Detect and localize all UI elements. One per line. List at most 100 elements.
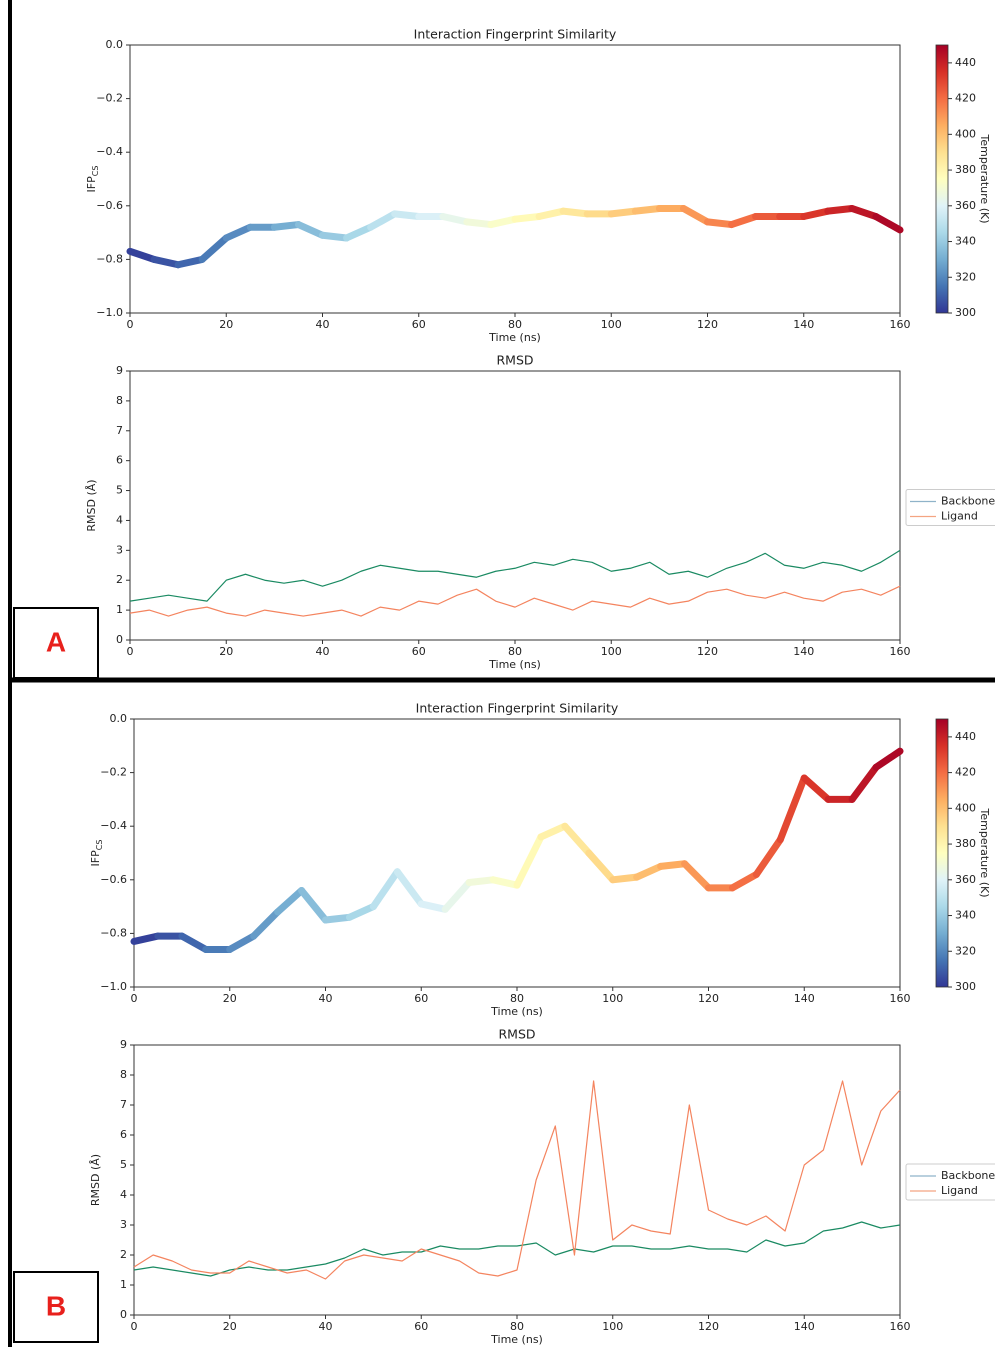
ifp-segment: [872, 213, 904, 234]
x-tick-label: 100: [601, 318, 622, 331]
colorbar-tick-label: 380: [955, 163, 976, 176]
ifp-segment: [198, 234, 230, 263]
y-tick-label: −0.4: [100, 819, 127, 832]
x-tick-label: 80: [508, 645, 522, 658]
x-tick-label: 120: [698, 1320, 719, 1333]
plot-frame: [133, 718, 901, 988]
ifp-segment: [633, 862, 665, 881]
ifp-segment: [679, 204, 711, 226]
ifp-segment: [800, 207, 832, 221]
x-axis-label: Time (ns): [488, 331, 541, 344]
x-tick-label: 40: [319, 992, 333, 1005]
y-axis-label: RMSD (Å): [89, 1154, 102, 1206]
ifp-segment: [752, 836, 784, 878]
x-tick-label: 40: [316, 318, 330, 331]
y-tick-label: −0.4: [96, 145, 123, 158]
ifp-segment: [439, 213, 471, 226]
ifp-segment: [489, 876, 521, 889]
y-tick-label: −0.6: [96, 199, 123, 212]
colorbar-tick-label: 340: [955, 235, 976, 248]
x-tick-label: 100: [602, 1320, 623, 1333]
y-tick-label: 2: [116, 573, 123, 586]
chart-title: Interaction Fingerprint Similarity: [416, 701, 619, 716]
x-tick-label: 140: [794, 1320, 815, 1333]
y-tick-label: 7: [120, 1098, 127, 1111]
ifp-segment: [681, 860, 712, 892]
ifp-segment: [537, 822, 569, 841]
y-tick-label: 1: [116, 603, 123, 616]
x-tick-label: 160: [890, 1320, 911, 1333]
x-axis-label: Time (ns): [488, 658, 541, 671]
colorbar-tick-label: 320: [955, 270, 976, 283]
ifp-segment: [250, 908, 282, 940]
panel-label-box: [13, 1271, 99, 1343]
panel-label: A: [46, 626, 66, 657]
ifp-segment: [417, 900, 449, 913]
y-tick-label: 8: [116, 394, 123, 407]
ifp-segment: [872, 747, 904, 771]
y-axis-label: RMSD (Å): [85, 479, 98, 531]
colorbar-tick-label: 360: [955, 199, 976, 212]
ifp-segment: [391, 210, 423, 221]
y-tick-label: −0.8: [100, 926, 127, 939]
ifp-segment: [631, 204, 663, 215]
x-tick-label: 100: [602, 992, 623, 1005]
y-tick-label: −0.2: [96, 92, 123, 105]
ifp-segment: [585, 849, 617, 884]
x-tick-label: 80: [510, 992, 524, 1005]
x-tick-label: 60: [412, 318, 426, 331]
ifp-segment: [298, 887, 329, 924]
ifp-segment: [728, 213, 760, 229]
rmsd-line: [129, 549, 901, 602]
y-tick-label: 4: [120, 1188, 127, 1201]
y-axis-label: IFPCS: [89, 840, 104, 867]
x-axis-label: Time (ns): [490, 1005, 543, 1018]
y-tick-label: 6: [116, 454, 123, 467]
y-axis-label-main: RMSD (Å): [89, 1154, 102, 1206]
x-tick-label: 40: [316, 645, 330, 658]
y-tick-label: 6: [120, 1128, 127, 1141]
ifp-segment: [174, 255, 206, 269]
ifp-segment: [222, 223, 254, 242]
ifp-segment: [559, 207, 591, 218]
ifp-segment: [178, 932, 210, 953]
ifp-segment: [345, 903, 377, 921]
y-tick-label: 0.0: [110, 712, 128, 725]
legend-label: Backbone: [941, 1169, 995, 1182]
x-tick-label: 100: [601, 645, 622, 658]
y-tick-label: 4: [116, 513, 123, 526]
colorbar-tick-label: 440: [955, 56, 976, 69]
colorbar: [935, 718, 949, 988]
panel-label: B: [46, 1290, 66, 1321]
y-tick-label: −0.2: [100, 766, 127, 779]
y-tick-label: 5: [116, 484, 123, 497]
rmsd-line: [133, 1221, 901, 1277]
x-tick-label: 80: [510, 1320, 524, 1333]
ifp-segment: [130, 932, 162, 945]
x-axis-label: Time (ns): [490, 1333, 543, 1346]
plot-frame: [129, 44, 901, 314]
y-tick-label: 2: [120, 1248, 127, 1261]
colorbar-tick-label: 420: [955, 766, 976, 779]
legend-label: Ligand: [941, 510, 978, 523]
colorbar-tick-label: 400: [955, 801, 976, 814]
x-tick-label: 80: [508, 318, 522, 331]
ifp-segment: [150, 255, 182, 269]
colorbar-tick-label: 400: [955, 127, 976, 140]
ifp-segment: [848, 763, 880, 803]
rmsd-line: [133, 1080, 901, 1280]
ifp-segment: [322, 913, 353, 924]
ifp-segment: [609, 873, 641, 884]
colorbar-tick-label: 340: [955, 909, 976, 922]
ifp-segment: [393, 868, 425, 908]
ifp-segment: [607, 207, 639, 218]
ifp-segment: [800, 774, 832, 803]
ifp-segment: [704, 218, 736, 229]
x-tick-label: 160: [890, 992, 911, 1005]
ifp-segment: [294, 221, 326, 239]
y-tick-label: 3: [116, 543, 123, 556]
colorbar-tick-label: 300: [955, 980, 976, 993]
x-tick-label: 20: [223, 1320, 237, 1333]
ifp-segment: [226, 932, 258, 953]
